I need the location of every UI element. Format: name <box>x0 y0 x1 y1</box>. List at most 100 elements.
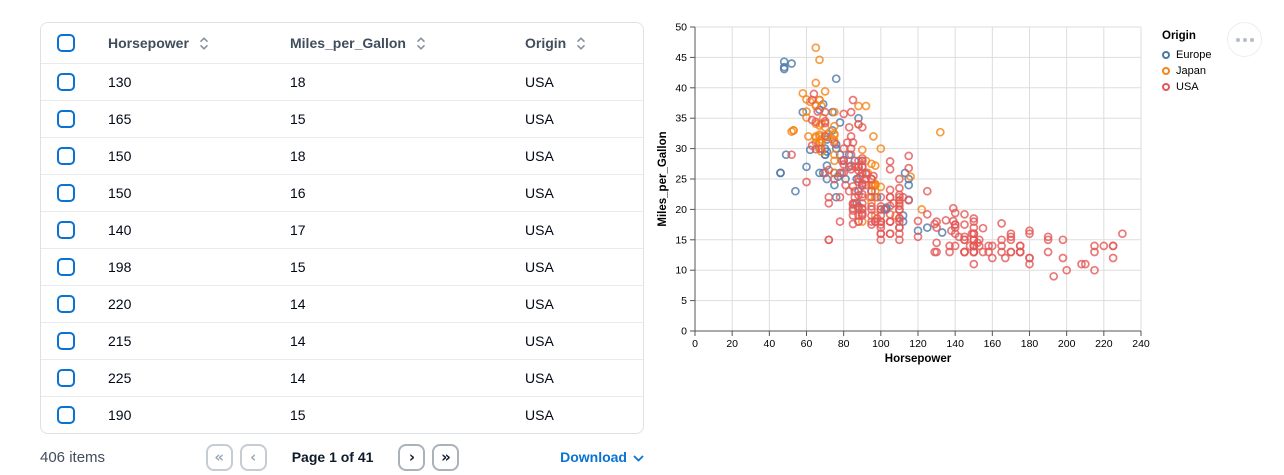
cell-origin: USA <box>525 370 554 386</box>
row-checkbox[interactable] <box>57 332 75 351</box>
legend-label: Japan <box>1176 65 1206 77</box>
data-point <box>1043 235 1053 245</box>
data-point <box>932 238 941 248</box>
ellipsis-icon <box>1242 37 1247 42</box>
data-point <box>837 168 847 178</box>
row-checkbox[interactable] <box>57 73 75 92</box>
svg-text:Horsepower: Horsepower <box>885 353 952 365</box>
data-point <box>913 216 923 226</box>
data-point <box>950 220 960 229</box>
row-checkbox[interactable] <box>57 184 75 203</box>
data-point <box>776 168 785 178</box>
data-point <box>1058 253 1068 263</box>
data-point <box>830 121 839 131</box>
legend-entry-usa: USA <box>1162 79 1211 95</box>
next-page-button[interactable]: › <box>398 443 426 471</box>
sort-icon <box>576 36 586 51</box>
column-header-horsepower[interactable]: Horsepower <box>96 35 278 51</box>
data-point <box>830 129 839 139</box>
table-header-row: Horsepower Miles_per_Gallon Origin <box>41 23 643 63</box>
row-checkbox[interactable] <box>57 221 75 240</box>
data-point <box>997 219 1006 228</box>
data-point <box>807 95 817 105</box>
data-point <box>820 107 830 117</box>
download-label: Download <box>560 449 627 465</box>
row-checkbox[interactable] <box>57 369 75 388</box>
data-point <box>830 180 839 190</box>
data-point <box>885 164 895 174</box>
data-point <box>950 241 960 251</box>
data-point <box>854 191 863 200</box>
data-point <box>802 177 811 187</box>
data-point <box>1108 241 1118 251</box>
page-indicator: Page 1 of 41 <box>291 449 374 465</box>
data-point <box>922 186 932 196</box>
row-checkbox[interactable] <box>57 110 75 129</box>
data-point <box>1025 259 1034 269</box>
table-row: 190 15 USA <box>41 396 643 433</box>
data-point <box>848 219 858 229</box>
data-point <box>1006 229 1016 239</box>
column-label: Miles_per_Gallon <box>290 35 406 51</box>
cell-miles-per-gallon: 18 <box>290 148 306 164</box>
data-point <box>861 180 871 190</box>
data-point <box>1080 259 1090 269</box>
download-button[interactable]: Download <box>560 449 644 465</box>
last-page-button[interactable]: » <box>432 443 460 471</box>
data-point <box>861 101 871 111</box>
svg-text:120: 120 <box>909 338 927 350</box>
data-point <box>857 156 867 166</box>
data-point <box>895 205 904 215</box>
pagination: « ‹ Page 1 of 41 › » <box>205 443 460 471</box>
data-point <box>937 228 947 237</box>
data-point <box>1025 226 1034 236</box>
data-point <box>885 229 895 239</box>
column-header-origin[interactable]: Origin <box>513 35 643 51</box>
row-checkbox[interactable] <box>57 406 75 425</box>
cell-horsepower: 190 <box>108 407 132 423</box>
data-point <box>1025 229 1034 239</box>
svg-text:20: 20 <box>726 338 738 350</box>
data-point <box>844 122 854 132</box>
data-point <box>830 150 839 160</box>
data-point <box>781 150 791 160</box>
svg-text:10: 10 <box>675 265 687 277</box>
cell-miles-per-gallon: 15 <box>290 407 306 423</box>
data-point <box>846 107 856 117</box>
data-point <box>1043 247 1053 257</box>
data-point <box>824 235 834 245</box>
row-checkbox[interactable] <box>57 258 75 277</box>
table-row: 130 18 USA <box>41 63 643 100</box>
data-point <box>1015 241 1025 251</box>
select-all-checkbox[interactable] <box>57 34 75 53</box>
svg-text:35: 35 <box>675 113 687 125</box>
data-point <box>869 132 878 141</box>
data-point <box>876 235 886 245</box>
previous-page-button[interactable]: ‹ <box>239 443 267 471</box>
table-footer: 406 items « ‹ Page 1 of 41 › » Download <box>40 441 644 473</box>
data-point <box>843 138 852 147</box>
ellipsis-icon <box>1235 37 1240 42</box>
data-point <box>895 229 904 239</box>
data-point <box>850 162 860 172</box>
row-checkbox[interactable] <box>57 295 75 314</box>
data-point <box>987 253 997 263</box>
cell-miles-per-gallon: 15 <box>290 259 306 275</box>
data-point <box>1090 265 1099 275</box>
data-point <box>1006 247 1016 257</box>
first-page-button[interactable]: « <box>205 443 233 471</box>
svg-text:30: 30 <box>675 143 687 155</box>
row-checkbox[interactable] <box>57 147 75 166</box>
column-header-miles-per-gallon[interactable]: Miles_per_Gallon <box>278 35 513 51</box>
data-point <box>987 241 997 251</box>
data-point <box>1006 232 1016 242</box>
table-row: 225 14 USA <box>41 359 643 396</box>
ellipsis-icon <box>1249 37 1254 42</box>
data-point <box>895 201 904 211</box>
data-point <box>830 138 839 148</box>
svg-text:40: 40 <box>763 338 775 350</box>
cell-horsepower: 225 <box>108 370 132 386</box>
data-point <box>857 189 867 199</box>
chart-actions-button[interactable] <box>1227 22 1262 57</box>
data-table: Horsepower Miles_per_Gallon Origin 130 18… <box>40 22 644 434</box>
